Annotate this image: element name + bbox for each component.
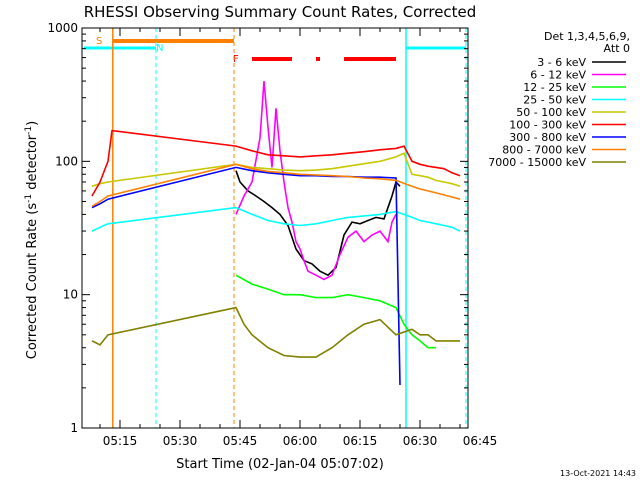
series-line-7 [91, 166, 401, 386]
status-bars: S N F [84, 36, 466, 65]
series-line-1 [235, 170, 401, 277]
legend-label: 300 - 800 keV [509, 131, 586, 144]
series-line-5 [91, 152, 461, 188]
y-axis-label-end: ) [25, 121, 40, 126]
chart-title: RHESSI Observing Summary Count Rates, Co… [84, 3, 477, 21]
series-line-4 [91, 206, 461, 232]
flag-label: F [233, 54, 239, 65]
interval-lines [112, 28, 467, 428]
axes: 1 10 100 1000 05:15 05:30 05:45 06:00 06:15 06:30… [47, 21, 497, 448]
series-line-3 [235, 274, 436, 349]
series-group [91, 81, 461, 386]
legend-label: 50 - 100 keV [516, 106, 586, 119]
legend-header: Att 0 [604, 42, 630, 55]
y-tick-label: 100 [55, 154, 78, 168]
series-line-9 [91, 306, 460, 358]
y-axis-label: Corrected Count Rate (s-1 detector-1) [24, 121, 40, 359]
legend-label: 25 - 50 keV [523, 94, 586, 107]
flag-label: N [156, 43, 163, 54]
y-tick-label: 1000 [47, 21, 78, 35]
x-tick-label: 06:00 [283, 434, 318, 448]
x-tick-label: 06:30 [403, 434, 438, 448]
legend-label: 3 - 6 keV [537, 56, 586, 69]
legend-label: 12 - 25 keV [523, 81, 586, 94]
y-tick-label: 10 [63, 288, 78, 302]
series-line-6 [91, 129, 461, 197]
y-axis-label-main: Corrected Count Rate (s [25, 203, 40, 360]
legend-label: 7000 - 15000 keV [488, 156, 586, 169]
y-tick-label: 1 [70, 421, 78, 435]
x-tick-label: 06:15 [343, 434, 378, 448]
x-tick-label: 06:45 [463, 434, 498, 448]
legend-header: Det 1,3,4,5,6,9, [544, 30, 630, 43]
footer-timestamp: 13-Oct-2021 14:43 [560, 469, 636, 478]
x-axis-label: Start Time (02-Jan-04 05:07:02) [176, 457, 384, 472]
y-axis-label-mid: detector [25, 134, 40, 194]
series-line-8 [91, 163, 461, 207]
x-tick-label: 05:30 [163, 434, 198, 448]
legend-label: 6 - 12 keV [530, 69, 586, 82]
y-axis-label-sup2: -1 [24, 126, 34, 135]
y-axis-label-sup1: -1 [24, 194, 34, 203]
legend-label: 100 - 300 keV [509, 119, 586, 132]
plot-frame [81, 27, 469, 429]
flag-label: S [96, 36, 102, 47]
x-tick-label: 05:15 [103, 434, 138, 448]
legend-label: 800 - 7000 keV [502, 144, 586, 157]
x-tick-label: 05:45 [223, 434, 258, 448]
series-line-2 [235, 81, 397, 281]
